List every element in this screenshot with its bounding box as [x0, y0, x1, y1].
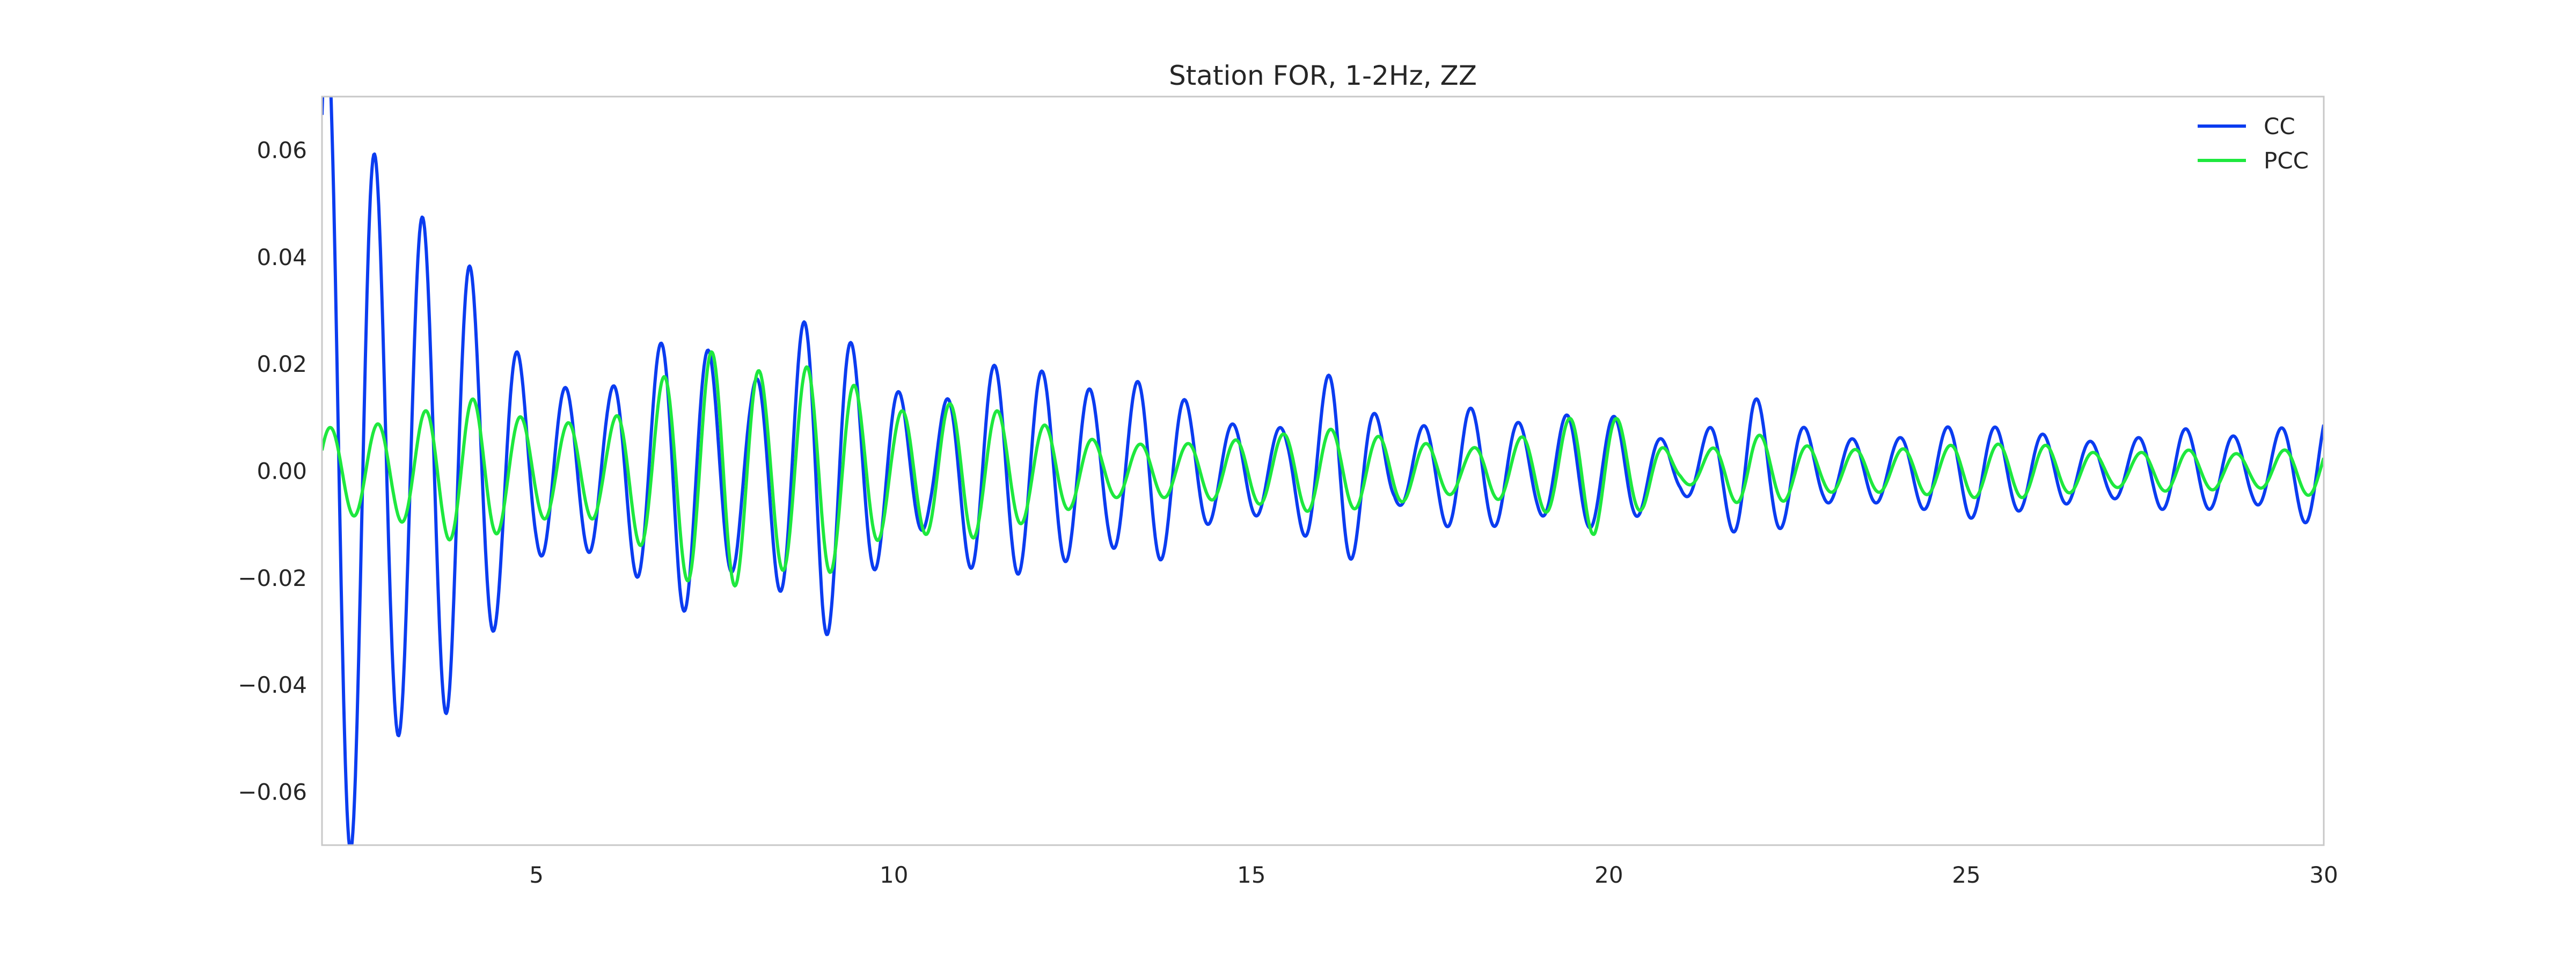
- x-axis-ticks: 5 10 15 20 25 30: [529, 862, 2338, 888]
- series-line-pcc: [322, 350, 2324, 588]
- y-tick-label: −0.06: [238, 779, 307, 805]
- plot-background: [322, 97, 2324, 845]
- y-tick-label: 0.02: [257, 351, 307, 377]
- x-tick-label: 25: [1952, 862, 1980, 888]
- x-tick-label: 5: [529, 862, 544, 888]
- plot-frame: [321, 96, 2325, 846]
- y-tick-label: 0.04: [257, 244, 307, 270]
- series-line-cc: [322, 97, 2324, 845]
- y-axis-ticks: 0.06 0.04 0.02 0.00 −0.02 −0.04 −0.06: [238, 137, 307, 805]
- legend-label-cc: CC: [2264, 113, 2295, 140]
- y-tick-label: 0.06: [257, 137, 307, 164]
- x-tick-label: 20: [1594, 862, 1623, 888]
- y-tick-label: −0.02: [238, 565, 307, 591]
- y-tick-label: 0.00: [257, 458, 307, 485]
- x-tick-label: 10: [880, 862, 908, 888]
- y-tick-label: −0.04: [238, 672, 307, 698]
- legend-label-pcc: PCC: [2264, 148, 2309, 174]
- chart-title: Station FOR, 1-2Hz, ZZ: [1169, 60, 1477, 91]
- x-tick-label: 30: [2309, 862, 2338, 888]
- x-tick-label: 15: [1237, 862, 1265, 888]
- series-layer: [322, 97, 2324, 845]
- legend: CC PCC: [2198, 113, 2309, 174]
